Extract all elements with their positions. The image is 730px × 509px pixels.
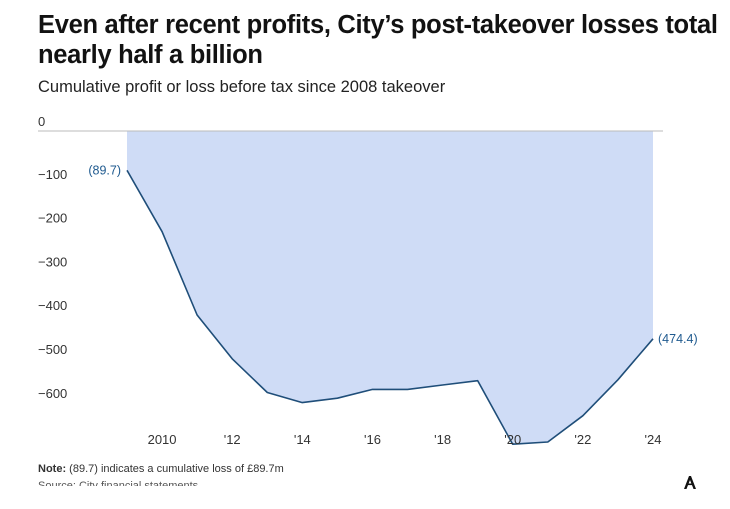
x-tick-label: 2010 [148, 432, 177, 447]
y-tick-label: −500 [38, 342, 67, 357]
note-label: Note: [38, 463, 67, 475]
y-tick-label: 0 [38, 114, 45, 129]
x-tick-label: '18 [434, 432, 451, 447]
chart-note: Note: (89.7) indicates a cumulative loss… [38, 463, 284, 475]
x-tick-label: '20 [504, 432, 521, 447]
data-label: (89.7) [88, 163, 121, 177]
y-tick-label: −400 [38, 298, 67, 313]
x-tick-label: '16 [364, 432, 381, 447]
cumulative-loss-line [126, 169, 654, 446]
note-text: (89.7) indicates a cumulative loss of £8… [66, 463, 284, 475]
chart-source: Source: City financial statements [38, 480, 199, 486]
cumulative-loss-chart: 0 −100 −200 −300 −400 −500 −600 2010 '12 '14 '16 '1… [38, 114, 698, 447]
chart-subtitle: Cumulative profit or loss before tax sin… [38, 78, 446, 96]
loss-area [127, 131, 653, 445]
x-tick-label: '22 [574, 432, 591, 447]
x-tick-label: '24 [645, 432, 662, 447]
publisher-logo-icon [684, 476, 696, 489]
x-tick-label: '14 [294, 432, 311, 447]
data-label: (474.4) [658, 332, 698, 346]
chart-title: Even after recent profits, City’s post-t… [38, 11, 718, 69]
y-tick-label: −600 [38, 386, 67, 401]
y-tick-label: −300 [38, 254, 67, 269]
y-tick-label: −100 [38, 167, 67, 182]
x-tick-label: '12 [224, 432, 241, 447]
y-tick-label: −200 [38, 211, 67, 226]
